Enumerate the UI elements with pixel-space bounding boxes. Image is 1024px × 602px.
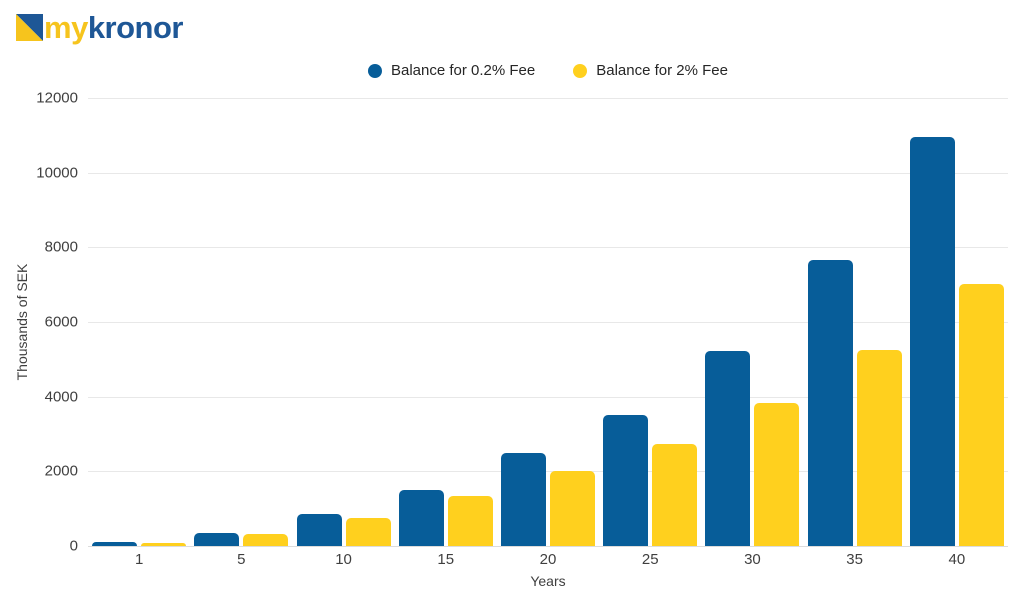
y-tick-label-8000: 8000 (44, 238, 78, 256)
y-tick-label-12000: 12000 (36, 89, 78, 107)
diagonal-split-square-icon (16, 14, 43, 41)
gridline-10000 (88, 172, 1008, 174)
x-axis-title: Years (530, 573, 566, 589)
legend-label: Balance for 2% Fee (596, 62, 728, 79)
bar-group-year-25 (599, 98, 701, 546)
gridline-2000 (88, 471, 1008, 473)
bar-group-year-20 (497, 98, 599, 546)
y-axis-title: Thousands of SEK (14, 263, 30, 381)
x-tick-label-5: 5 (237, 551, 246, 568)
x-tick-label-15: 15 (437, 551, 455, 568)
bar-group-year-1 (88, 98, 190, 546)
bar-0.2pct-year-5 (194, 532, 240, 546)
y-tick-label-2000: 2000 (44, 462, 78, 480)
y-tick-label-4000: 4000 (44, 388, 78, 406)
bar-2pct-year-40 (958, 284, 1004, 546)
x-tick-label-10: 10 (335, 551, 352, 568)
bar-2pct-year-10 (345, 517, 391, 546)
bar-2pct-year-15 (447, 496, 493, 546)
logo-text-primary: my (44, 10, 88, 45)
y-tick-label-10000: 10000 (36, 164, 78, 182)
bar-2pct-year-30 (754, 402, 800, 546)
legend-item-series-2: Balance for 2% Fee (573, 62, 728, 79)
x-tick-label-25: 25 (641, 551, 659, 568)
logo-text-secondary: kronor (87, 10, 184, 45)
gridline-8000 (88, 247, 1008, 249)
bar-2pct-year-1 (141, 542, 187, 546)
x-tick-label-35: 35 (846, 551, 863, 568)
bar-0.2pct-year-30 (705, 350, 751, 546)
gridline-4000 (88, 396, 1008, 398)
x-tick-label-40: 40 (948, 551, 966, 568)
bar-2pct-year-5 (243, 533, 289, 546)
logo-text: mykronor (44, 10, 184, 45)
y-tick-label-0: 0 (69, 537, 78, 555)
legend-dot-yellow-icon (573, 63, 588, 78)
x-tick-label-20: 20 (539, 551, 557, 568)
bar-2pct-year-25 (652, 444, 698, 546)
bar-group-year-35 (804, 98, 906, 546)
bar-groups (88, 98, 1008, 546)
bar-0.2pct-year-25 (603, 415, 649, 546)
gridline-12000 (88, 98, 1008, 99)
x-axis-line (88, 546, 1008, 547)
legend-item-series-1: Balance for 0.2% Fee (367, 62, 536, 79)
bar-2pct-year-35 (856, 350, 902, 546)
bar-0.2pct-year-10 (296, 514, 342, 546)
bar-0.2pct-year-15 (398, 490, 444, 546)
plot-area (88, 98, 1008, 547)
bar-0.2pct-year-1 (92, 542, 138, 546)
bar-group-year-15 (395, 98, 497, 546)
bar-2pct-year-20 (549, 470, 595, 546)
chart-legend: Balance for 0.2% Fee Balance for 2% Fee (88, 62, 1008, 79)
gridline-6000 (88, 322, 1008, 323)
bar-group-year-10 (292, 98, 394, 546)
bar-group-year-5 (190, 98, 292, 546)
bar-group-year-40 (906, 98, 1008, 546)
x-tick-label-1: 1 (134, 551, 144, 568)
bar-0.2pct-year-20 (500, 453, 546, 546)
logo: mykronor (16, 10, 184, 45)
y-axis-tick-labels: 0 2000 4000 6000 8000 10000 12000 (0, 90, 78, 555)
bar-0.2pct-year-40 (909, 136, 955, 546)
legend-dot-blue-icon (367, 63, 382, 78)
bar-0.2pct-year-35 (807, 260, 853, 546)
bar-group-year-30 (701, 98, 803, 546)
x-tick-label-30: 30 (744, 551, 761, 568)
legend-label: Balance for 0.2% Fee (390, 62, 536, 79)
y-tick-label-6000: 6000 (44, 313, 78, 331)
x-axis-tick-labels: 1 5 10 15 20 25 30 35 40 (88, 551, 1008, 568)
